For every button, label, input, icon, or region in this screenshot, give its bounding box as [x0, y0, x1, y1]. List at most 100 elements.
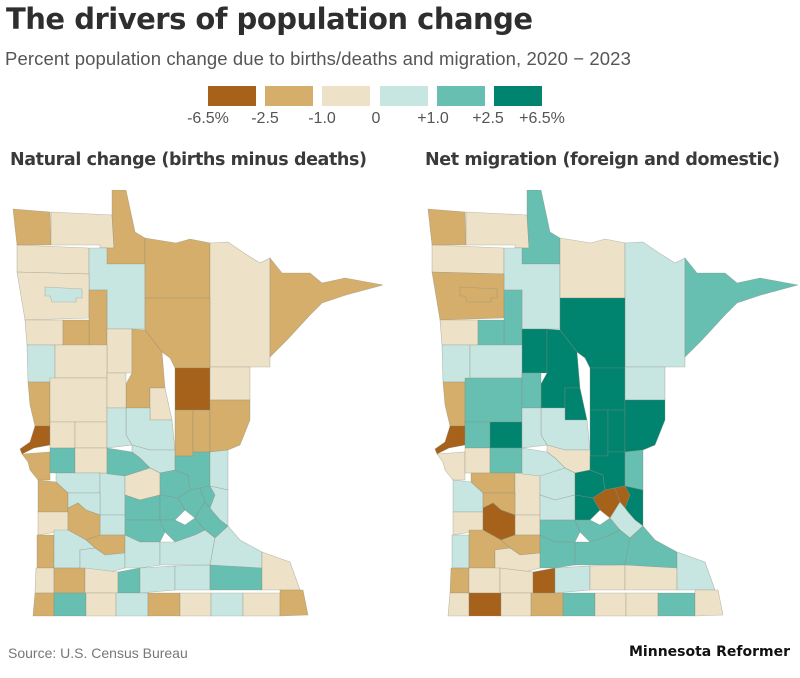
- legend-tick-label: +1.0: [417, 110, 449, 127]
- county-region: [117, 567, 141, 594]
- county-region: [465, 211, 530, 249]
- county-region: [624, 399, 666, 453]
- county-region: [503, 289, 523, 348]
- county-region: [439, 319, 479, 346]
- county-region: [49, 377, 108, 423]
- county-region: [559, 237, 626, 299]
- county-region: [441, 344, 471, 383]
- county-region: [489, 447, 523, 474]
- county-region: [607, 409, 626, 453]
- county-region: [694, 589, 724, 617]
- county-region: [74, 447, 108, 474]
- county-region: [24, 319, 64, 346]
- county-region: [106, 328, 133, 374]
- county-region: [242, 592, 281, 617]
- county-region: [174, 564, 211, 591]
- county-region: [106, 407, 133, 449]
- county-region: [594, 592, 627, 617]
- source-note: Source: U.S. Census Bureau: [8, 645, 188, 661]
- county-region: [532, 567, 556, 594]
- county-region: [19, 425, 51, 455]
- county-region: [589, 564, 626, 591]
- county-region: [624, 366, 666, 401]
- county-region: [539, 534, 576, 569]
- county-region: [16, 244, 90, 275]
- county-region: [468, 592, 502, 617]
- county-region: [174, 409, 194, 457]
- county-region: [209, 399, 251, 453]
- county-region: [447, 592, 470, 617]
- county-region: [468, 567, 501, 594]
- natural-change-map-svg: [12, 190, 384, 617]
- county-region: [562, 592, 596, 617]
- county-region: [469, 344, 523, 379]
- county-region: [589, 367, 626, 411]
- net-migration-map-svg: [427, 190, 799, 617]
- county-region: [115, 592, 149, 617]
- color-legend: -6.5% -2.5 -1.0 0 +1.0 +2.5 +6.5%: [0, 0, 800, 140]
- county-region: [261, 551, 301, 591]
- county-region: [99, 514, 126, 536]
- county-region: [34, 567, 55, 594]
- county-region: [44, 286, 83, 303]
- legend-swatch: [322, 86, 370, 106]
- county-region: [106, 372, 127, 409]
- legend-tick-label: -2.5: [251, 110, 279, 127]
- legend-tick-label: -1.0: [308, 110, 336, 127]
- county-region: [436, 451, 466, 481]
- county-region: [521, 328, 548, 374]
- legend-swatch: [437, 86, 485, 106]
- county-region: [54, 344, 108, 379]
- county-region: [159, 494, 186, 521]
- legend-tick-label: +2.5: [472, 110, 504, 127]
- county-region: [489, 421, 523, 449]
- county-region: [564, 387, 588, 421]
- legend-tick-label: -6.5%: [187, 110, 229, 127]
- county-region: [74, 421, 108, 449]
- county-region: [434, 425, 466, 455]
- county-region: [530, 592, 564, 617]
- county-region: [124, 534, 161, 569]
- county-region: [88, 289, 108, 348]
- county-region: [49, 447, 76, 474]
- county-region: [521, 372, 542, 409]
- county-region: [36, 534, 55, 569]
- natural-change-map: [0, 190, 400, 630]
- legend-swatch: [265, 86, 313, 106]
- legend-swatch: [494, 86, 542, 106]
- net-migration-title: Net migration (foreign and domestic): [425, 150, 780, 170]
- county-region: [210, 592, 244, 617]
- county-region: [500, 592, 532, 617]
- legend-tick-label: +6.5%: [519, 110, 565, 127]
- county-region: [449, 567, 470, 594]
- county-region: [209, 564, 263, 591]
- county-region: [554, 565, 591, 594]
- natural-change-title: Natural change (births minus deaths): [10, 150, 367, 170]
- county-region: [53, 592, 87, 617]
- legend-swatch: [380, 86, 428, 106]
- county-region: [464, 421, 491, 449]
- chart-title: The drivers of population change: [6, 2, 533, 36]
- publisher-logo: Minnesota Reformer: [629, 644, 790, 660]
- county-region: [179, 592, 212, 617]
- county-region: [139, 565, 176, 594]
- county-region: [12, 208, 52, 246]
- county-region: [574, 494, 601, 521]
- county-region: [625, 592, 659, 617]
- county-region: [27, 381, 51, 427]
- county-region: [431, 244, 505, 275]
- legend-swatch: [208, 86, 256, 106]
- county-region: [21, 451, 51, 481]
- chart-subtitle: Percent population change due to births/…: [5, 48, 631, 69]
- county-region: [451, 534, 470, 569]
- county-region: [84, 567, 119, 594]
- county-region: [209, 449, 229, 491]
- county-region: [32, 592, 55, 617]
- county-region: [62, 319, 90, 348]
- county-region: [514, 514, 541, 536]
- county-region: [521, 407, 548, 449]
- county-region: [464, 377, 523, 423]
- county-region: [209, 241, 271, 368]
- county-region: [442, 381, 466, 427]
- county-region: [85, 592, 117, 617]
